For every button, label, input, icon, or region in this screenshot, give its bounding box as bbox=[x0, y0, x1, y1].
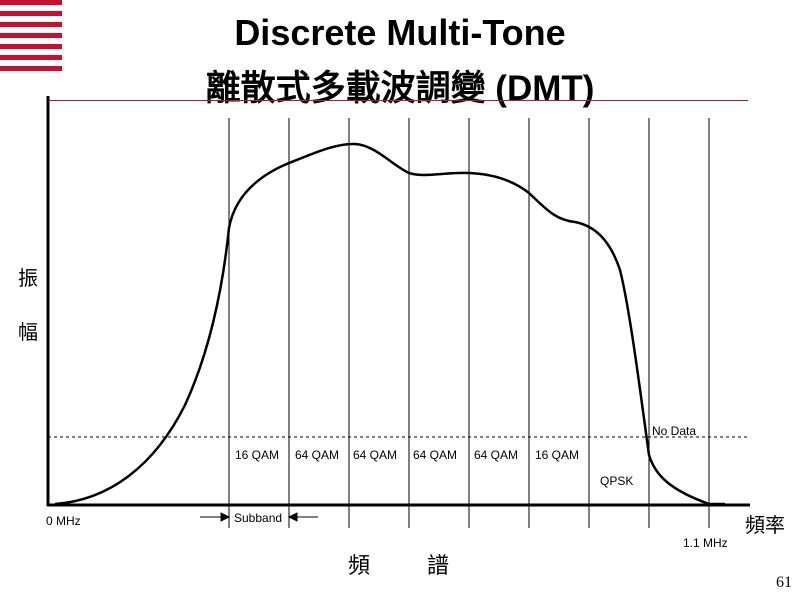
modulation-label: 64 QAM bbox=[413, 448, 458, 462]
modulation-label: 64 QAM bbox=[474, 448, 519, 462]
spectrum-label-2: 譜 bbox=[427, 554, 450, 579]
subband-label: Subband bbox=[234, 511, 283, 525]
x-start-label: 0 MHz bbox=[46, 514, 81, 528]
y-axis-label-1: 振 bbox=[18, 266, 38, 290]
page-title: Discrete Multi-Tone bbox=[234, 12, 566, 53]
no-data-label: No Data bbox=[652, 424, 697, 438]
x-end-label: 1.1 MHz bbox=[683, 536, 728, 550]
page-subtitle: 離散式多載波調變 (DMT) bbox=[205, 69, 595, 108]
modulation-label: 64 QAM bbox=[353, 448, 398, 462]
qpsk-label: QPSK bbox=[600, 474, 634, 488]
x-axis-label: 頻率 bbox=[745, 513, 785, 537]
modulation-label: 16 QAM bbox=[535, 448, 580, 462]
spectrum-label-1: 頻 bbox=[348, 554, 371, 579]
page-number: 61 bbox=[776, 574, 792, 591]
modulation-label: 16 QAM bbox=[235, 448, 280, 462]
y-axis-label-2: 幅 bbox=[18, 320, 38, 344]
subband-arrows bbox=[200, 512, 318, 522]
modulation-label: 64 QAM bbox=[295, 448, 340, 462]
striped-logo-icon bbox=[0, 0, 62, 72]
spectrum-curve bbox=[54, 142, 725, 506]
subband-grid bbox=[228, 118, 710, 528]
title-divider bbox=[48, 100, 748, 101]
